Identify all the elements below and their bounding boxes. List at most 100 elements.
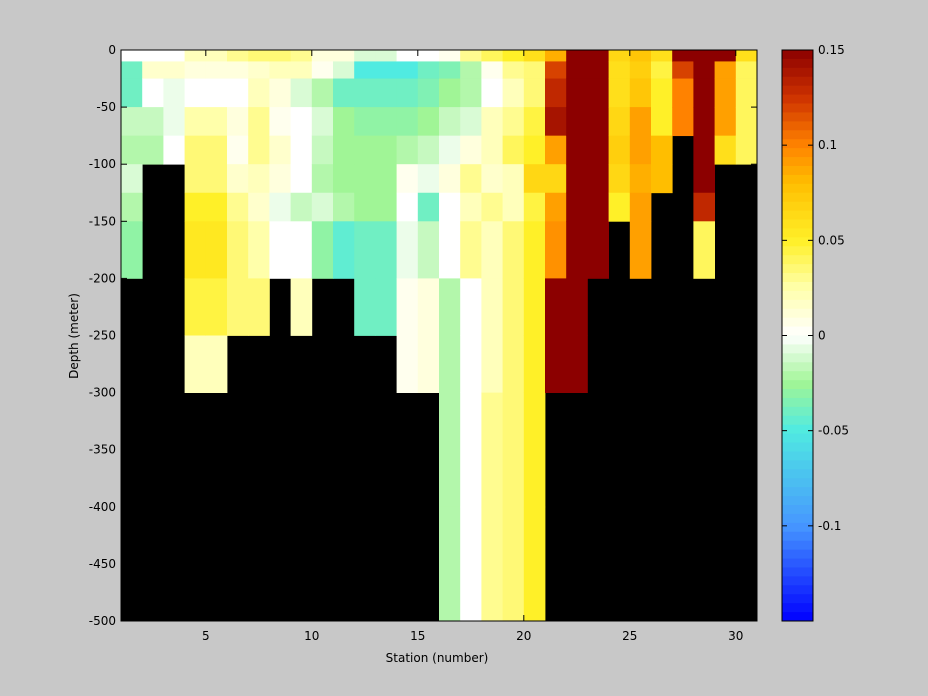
colorbar-swatch: [782, 76, 813, 87]
colorbar-swatch: [782, 594, 813, 604]
colorbar-ticks: 0.15 0.1 0.05 0 -0.05 -0.1: [782, 43, 849, 533]
heatmap-cell: [460, 164, 482, 194]
heatmap-cell: [333, 221, 355, 279]
heatmap-cell: [651, 61, 673, 79]
heatmap-cell: [184, 335, 207, 393]
heatmap-cell: [121, 61, 143, 79]
heatmap-cell: [248, 278, 270, 336]
heatmap-cell: [545, 221, 567, 279]
x-tick-label: 30: [728, 629, 743, 643]
heatmap-cell: [545, 61, 567, 79]
heatmap-cell: [163, 135, 185, 165]
colorbar-swatch: [782, 353, 813, 363]
heatmap-cell: [651, 135, 673, 165]
heatmap-cell: [545, 135, 567, 165]
colorbar: [782, 50, 813, 622]
heatmap-cell: [523, 164, 546, 194]
colorbar-swatch: [782, 478, 813, 488]
heatmap-cell: [481, 61, 503, 79]
heatmap-cell: [523, 278, 546, 336]
heatmap-cell: [121, 192, 143, 222]
heatmap-cell: [290, 135, 313, 165]
heatmap-cell: [693, 107, 715, 137]
y-tick-label: -450: [89, 557, 116, 571]
colorbar-tick-label: -0.1: [818, 519, 841, 533]
heatmap-cell: [439, 78, 461, 108]
heatmap-cell: [481, 506, 503, 622]
heatmap-cell: [502, 78, 525, 108]
heatmap-cell: [439, 107, 461, 137]
colorbar-swatch: [782, 558, 813, 568]
heatmap-cell: [502, 192, 525, 222]
heatmap-cell: [566, 61, 588, 79]
heatmap-cell: [227, 278, 249, 336]
heatmap-cell: [693, 78, 715, 108]
y-tick-label: -150: [89, 214, 116, 228]
heatmap-cell: [523, 78, 546, 108]
colorbar-tick-label: 0.1: [818, 138, 837, 152]
heatmap-cell: [735, 78, 758, 108]
heatmap-cell: [269, 192, 291, 222]
heatmap-cell: [481, 192, 503, 222]
heatmap-cell: [672, 61, 694, 79]
heatmap-cell: [523, 61, 546, 79]
heatmap-cell: [481, 221, 503, 279]
heatmap-cell: [523, 392, 546, 508]
heatmap-cell: [502, 506, 525, 622]
heatmap-cell: [608, 107, 631, 137]
heatmap-cells: [121, 50, 758, 622]
y-tick-label: -50: [96, 100, 116, 114]
heatmap-cell: [311, 50, 334, 62]
colorbar-swatch: [782, 397, 813, 408]
heatmap-cell: [439, 221, 461, 279]
heatmap-cell: [545, 50, 567, 62]
heatmap-cell: [142, 135, 164, 165]
heatmap-cell: [417, 164, 440, 194]
heatmap-cell: [142, 78, 164, 108]
colorbar-swatch: [782, 112, 813, 122]
heatmap-cell: [502, 135, 525, 165]
colorbar-swatch: [782, 317, 813, 327]
heatmap-cell: [163, 107, 185, 137]
heatmap-cell: [417, 78, 440, 108]
heatmap-cell: [502, 392, 525, 508]
colorbar-swatch: [782, 460, 813, 470]
heatmap-cell: [311, 192, 334, 222]
heatmap-cell: [460, 50, 482, 62]
heatmap-cell: [460, 78, 482, 108]
colorbar-swatch: [782, 228, 813, 238]
colorbar-swatch: [782, 255, 813, 265]
heatmap-cell: [523, 192, 546, 222]
colorbar-swatch: [782, 273, 813, 283]
heatmap-cell: [460, 107, 482, 137]
heatmap-cell: [481, 164, 503, 194]
colorbar-swatch: [782, 219, 813, 229]
heatmap-cell: [672, 50, 694, 62]
heatmap-cell: [629, 107, 652, 137]
colorbar-swatch: [782, 130, 813, 140]
heatmap-cell: [417, 135, 440, 165]
heatmap-cell: [290, 50, 313, 62]
colorbar-swatch: [782, 85, 813, 96]
heatmap-cell: [184, 78, 207, 108]
heatmap-cell: [481, 278, 503, 336]
colorbar-swatch: [782, 103, 813, 113]
colorbar-swatch: [782, 50, 813, 60]
heatmap-cell: [396, 278, 419, 336]
heatmap-cell: [481, 392, 503, 508]
heatmap-cell: [269, 135, 291, 165]
heatmap-cell: [735, 107, 758, 137]
colorbar-swatch: [782, 540, 813, 551]
heatmap-cell: [651, 50, 673, 62]
x-axis-ticks: 5 10 15 20 25 30: [202, 50, 743, 643]
heatmap-cell: [184, 61, 207, 79]
heatmap-cell: [354, 164, 376, 194]
colorbar-tick-label: 0.15: [818, 43, 845, 57]
heatmap-cell: [205, 192, 228, 222]
heatmap-cell: [142, 50, 164, 62]
heatmap-cell: [333, 78, 355, 108]
heatmap-cell: [587, 164, 609, 194]
heatmap-cell: [460, 192, 482, 222]
heatmap-cell: [693, 192, 715, 222]
colorbar-swatch: [782, 58, 813, 69]
